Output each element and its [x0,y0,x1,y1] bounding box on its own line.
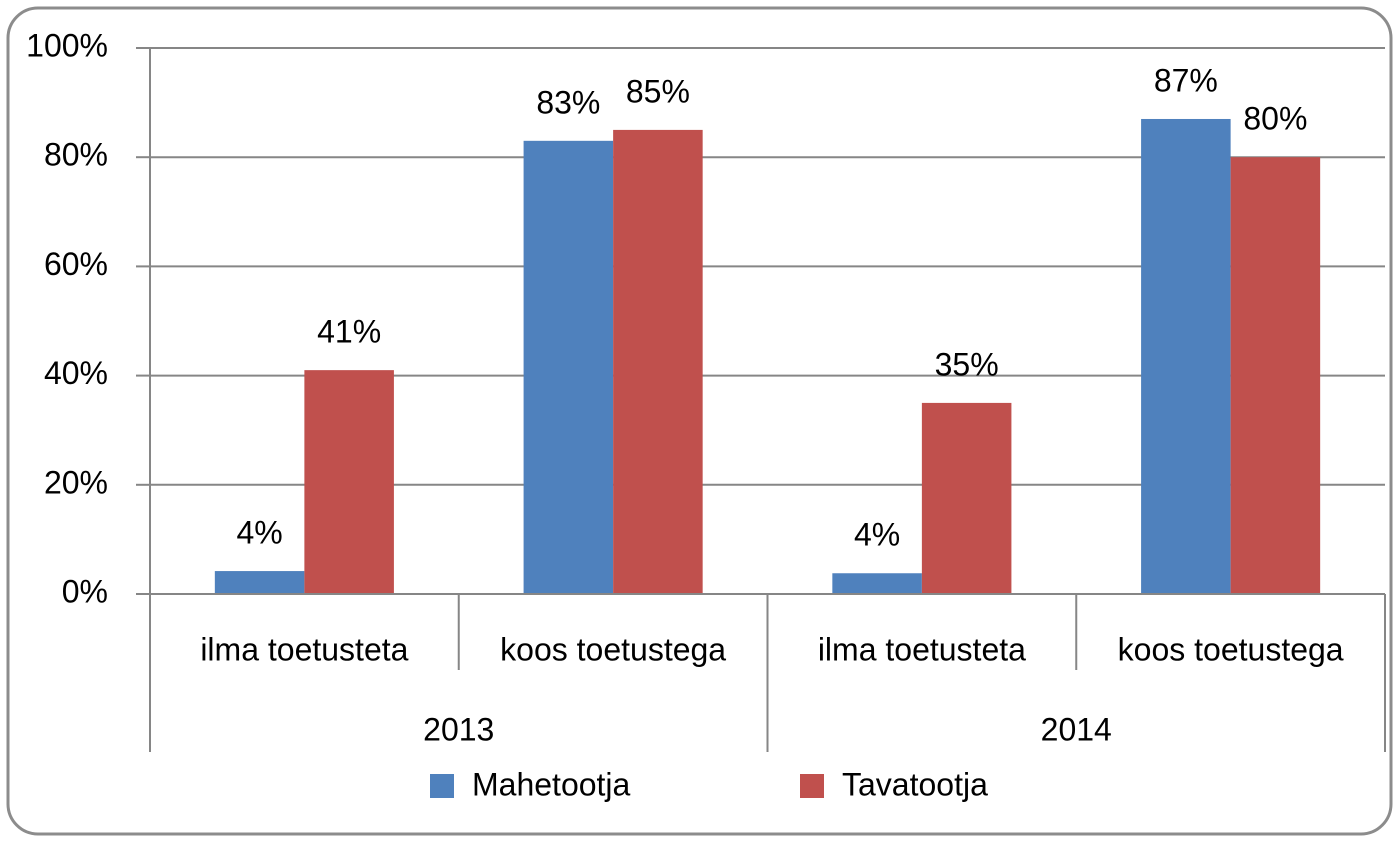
bar [214,571,305,594]
x-tick-label: koos toetustega [1118,631,1344,667]
group-label: 2014 [1041,711,1112,747]
legend-swatch [430,774,454,798]
y-tick-label: 60% [44,246,108,282]
x-tick-label: koos toetustega [500,631,726,667]
y-tick-label: 100% [26,27,108,63]
bar [613,129,703,594]
value-label: 85% [626,73,690,109]
legend-label: Tavatootja [842,766,988,802]
value-label: 41% [317,314,381,350]
bar [832,573,922,594]
value-label: 35% [935,346,999,382]
legend-label: Mahetootja [472,766,631,802]
x-tick-label: ilma toetusteta [818,631,1026,667]
x-tick-label: ilma toetusteta [200,631,408,667]
value-label: 4% [854,517,900,553]
value-label: 87% [1154,62,1218,98]
y-tick-label: 80% [44,137,108,173]
bar [523,140,614,594]
bar [1141,118,1231,594]
y-tick-label: 40% [44,355,108,391]
legend-swatch [800,774,824,798]
bar [921,402,1012,594]
bar [304,370,394,594]
group-label: 2013 [423,711,494,747]
value-label: 83% [536,84,600,120]
value-label: 80% [1243,101,1307,137]
bar [1230,157,1321,594]
value-label: 4% [236,515,282,551]
y-tick-label: 20% [44,464,108,500]
y-tick-label: 0% [62,573,108,609]
